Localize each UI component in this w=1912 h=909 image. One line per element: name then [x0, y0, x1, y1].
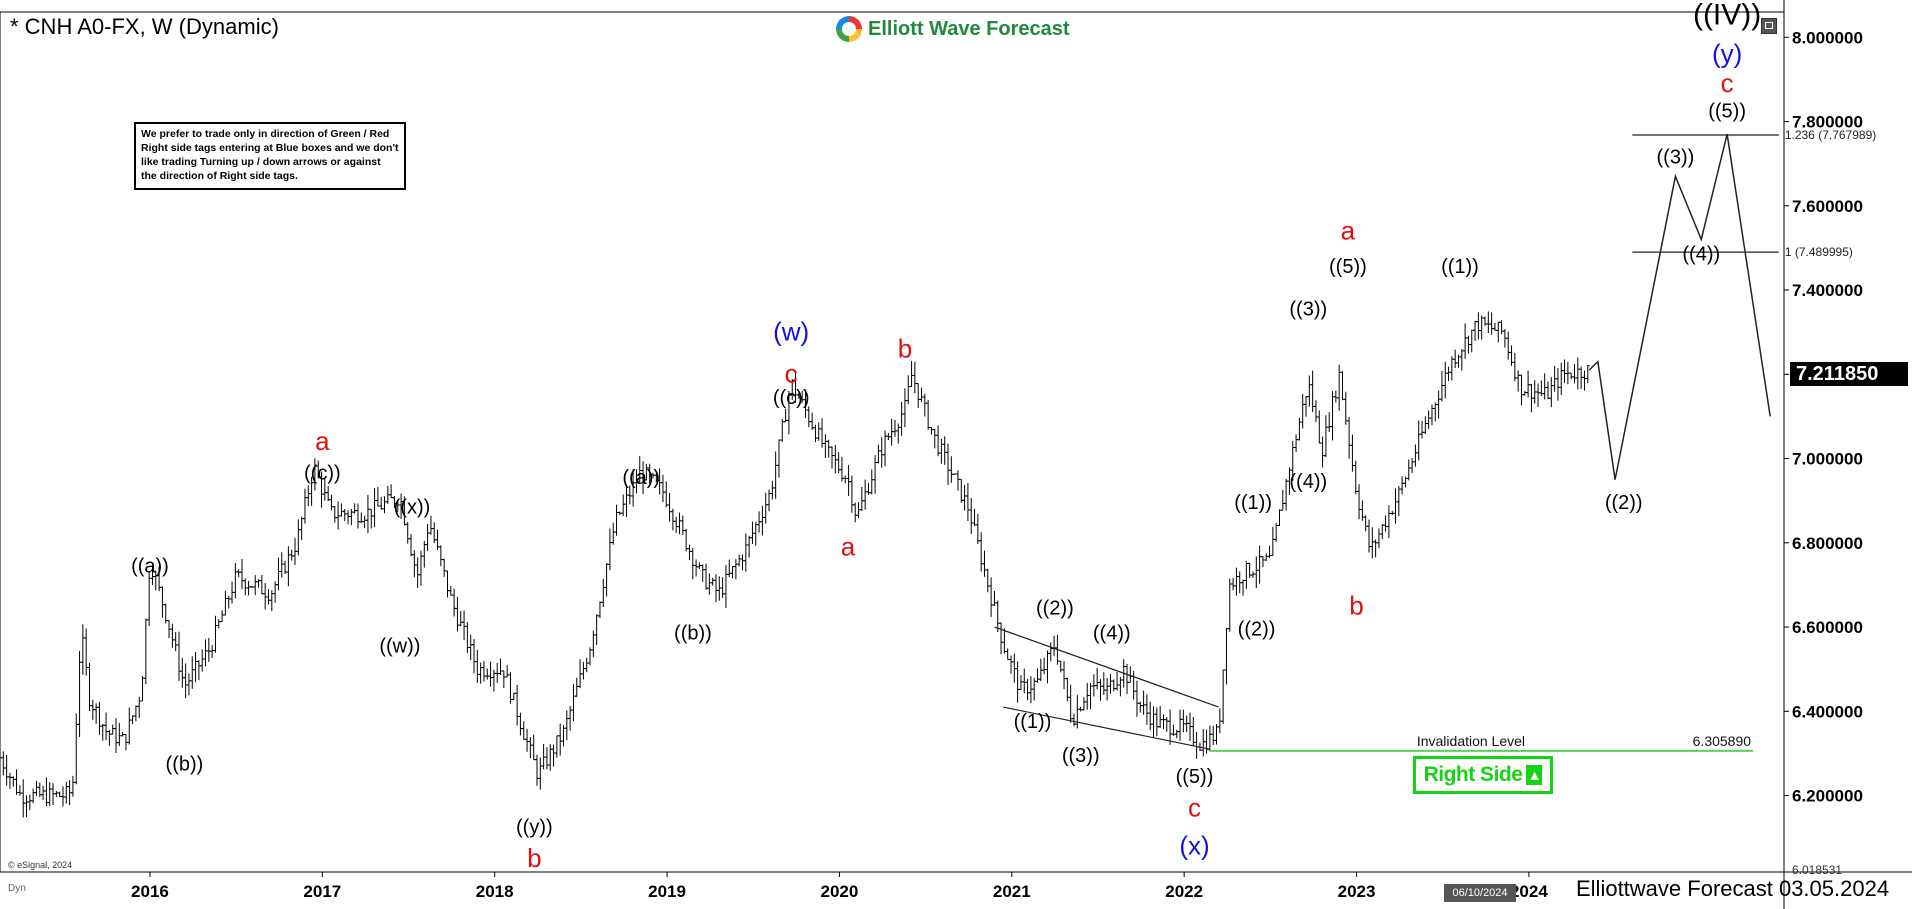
wave-label: ((IV)) [1693, 0, 1761, 32]
esignal-credit: © eSignal, 2024 [8, 860, 73, 870]
wave-label: c [1188, 793, 1201, 823]
x-tick-label: 2020 [821, 882, 859, 901]
footer-watermark: Elliottwave Forecast 03.05.2024 [1576, 876, 1890, 901]
x-tick-label: 2024 [1510, 882, 1548, 901]
wave-label: ((3)) [1657, 147, 1695, 169]
wave-label: ((1)) [1441, 256, 1479, 278]
trend-line [994, 626, 1219, 708]
restore-window-icon[interactable] [1761, 18, 1777, 34]
x-tick-label: 2021 [993, 882, 1031, 901]
wave-label: ((4)) [1682, 244, 1720, 266]
y-tick-label: 7.400000 [1792, 281, 1863, 300]
wave-label: ((b)) [674, 623, 712, 645]
x-tick-label: 2018 [476, 882, 514, 901]
wave-label: ((w)) [379, 635, 420, 657]
y-tick-label: 7.000000 [1792, 450, 1863, 469]
projection-path [1588, 133, 1771, 480]
wave-label: ((c)) [773, 387, 810, 409]
wave-label: ((b)) [166, 753, 204, 775]
annotation-lines: 1.236 (7.767989) 1 (7.489995) Invalidation… [994, 128, 1876, 752]
wave-label: ((a)) [131, 555, 169, 577]
fib-label: 1 (7.489995) [1785, 245, 1853, 259]
wave-label: ((5)) [1329, 256, 1367, 278]
wave-label: ((3)) [1289, 298, 1327, 320]
wave-label: ((4)) [1289, 471, 1327, 493]
wave-label: ((y)) [516, 816, 553, 838]
brand-logo: Elliott Wave Forecast [836, 14, 1070, 44]
wave-label: ((1)) [1234, 492, 1272, 514]
right-side-label: Right Side [1423, 763, 1523, 786]
y-tick-label: 7.600000 [1792, 197, 1863, 216]
wave-label: b [898, 333, 912, 363]
wave-label: ((c)) [304, 463, 341, 485]
x-tick-label: 2016 [131, 882, 169, 901]
wave-label: a [1341, 215, 1356, 245]
wave-label: ((x)) [394, 496, 431, 518]
x-tick-label: 2019 [648, 882, 686, 901]
right-side-tag: Right Side ▲ [1413, 756, 1553, 794]
y-bottom-label: 6.018531 [1792, 863, 1842, 877]
wave-label: b [1349, 590, 1363, 620]
dyn-label: Dyn [8, 883, 26, 894]
y-tick-label: 6.800000 [1792, 534, 1863, 553]
invalidation-value: 6.305890 [1693, 733, 1752, 749]
wave-label: c [785, 359, 798, 389]
ohlc-bars [0, 311, 1590, 818]
logo-text: Elliott Wave Forecast [868, 17, 1070, 40]
y-tick-label: 7.800000 [1792, 113, 1863, 132]
y-tick-label: 6.600000 [1792, 618, 1863, 637]
wave-label: a [315, 426, 330, 456]
last-price-tag: 7.211850 [1790, 362, 1908, 386]
wave-label: ((3)) [1062, 745, 1100, 767]
x-tick-label: 2023 [1338, 882, 1376, 901]
wave-label: ((a)) [622, 467, 660, 489]
wave-label: a [841, 531, 856, 561]
x-tick-label: 2017 [303, 882, 341, 901]
y-tick-label: 8.000000 [1792, 28, 1863, 47]
trend-line [1003, 706, 1211, 750]
wave-label: ((1)) [1014, 711, 1052, 733]
wave-label: ((5)) [1708, 100, 1746, 122]
chart-title: * CNH A0-FX, W (Dynamic) [10, 14, 279, 39]
wave-label: (w) [773, 317, 809, 347]
wave-label: b [527, 843, 541, 873]
x-tick-label: 2022 [1165, 882, 1203, 901]
y-tick-label: 6.200000 [1792, 787, 1863, 806]
wave-label: (y) [1712, 39, 1742, 69]
invalidation-label: Invalidation Level [1417, 733, 1525, 749]
arrow-up-icon: ▲ [1526, 765, 1543, 785]
wave-label: ((4)) [1093, 623, 1131, 645]
wave-labels: ((a)) ((b)) ((c)) a ((x)) ((w)) ((y)) b ((a)) ((b… [131, 0, 1761, 873]
fib-label: 1.236 (7.767989) [1785, 128, 1876, 142]
trading-note: We prefer to trade only in direction of … [134, 122, 406, 190]
wave-label: c [1721, 68, 1734, 98]
axes: 6.200000 6.400000 6.600000 6.800000 7.000000… [131, 28, 1863, 901]
wave-label: ((5)) [1176, 766, 1214, 788]
wave-label: (x) [1179, 831, 1209, 861]
y-tick-label: 6.400000 [1792, 702, 1863, 721]
logo-icon [836, 16, 862, 42]
wave-label: ((2)) [1605, 492, 1643, 514]
wave-label: ((2)) [1036, 597, 1074, 619]
cursor-date-tag: 06/10/2024 [1444, 884, 1516, 902]
wave-label: ((2)) [1238, 618, 1276, 640]
